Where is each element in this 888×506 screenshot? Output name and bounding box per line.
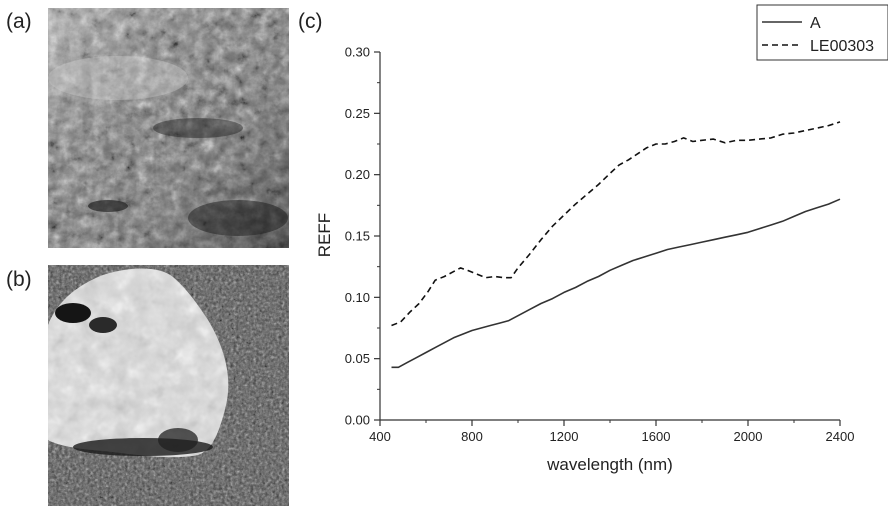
x-tick-label: 1600 [642,429,671,444]
x-tick-label: 400 [369,429,391,444]
legend-label-a: A [810,15,821,32]
legend: A LE00303 [756,4,888,61]
series-line-le00303 [391,121,841,327]
panel-label-c: (c) [298,10,323,33]
y-tick-label: 0.00 [345,413,370,428]
y-axis-title: REFF [315,213,334,257]
rock-surface-photo [48,8,289,248]
y-tick-label: 0.20 [345,167,370,182]
panel-label-b: (b) [6,268,32,291]
plot-area [379,52,840,421]
x-axis-title: wavelength (nm) [546,455,673,474]
y-tick-label: 0.15 [345,229,370,244]
x-tick-label: 2000 [734,429,763,444]
bright-rock-photo [48,265,289,506]
legend-label-le00303: LE00303 [810,38,874,55]
x-tick-label: 2400 [826,429,855,444]
panel-label-a: (a) [6,10,32,33]
y-tick-label: 0.10 [345,290,370,305]
series-line-a [391,198,841,369]
y-tick-label: 0.05 [345,351,370,366]
legend-box [756,4,888,61]
y-tick-label: 0.30 [345,45,370,60]
x-tick-label: 1200 [550,429,579,444]
x-tick-label: 800 [461,429,483,444]
y-tick-label: 0.25 [345,106,370,121]
